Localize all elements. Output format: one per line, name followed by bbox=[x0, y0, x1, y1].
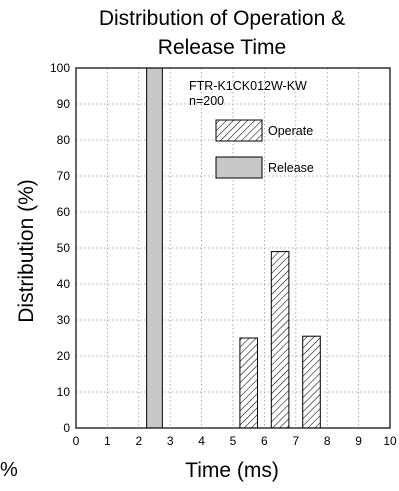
y-tick-labels: 0 10 20 30 40 50 60 70 80 90 100 bbox=[50, 61, 70, 435]
annotation-sample-size: n=200 bbox=[189, 94, 224, 108]
legend-label-release: Release bbox=[268, 161, 314, 175]
y-tick-label: 80 bbox=[57, 133, 71, 147]
chart-title-line-2: Release Time bbox=[158, 36, 286, 59]
y-tick-label: 90 bbox=[57, 97, 71, 111]
x-tick-label: 6 bbox=[261, 434, 268, 448]
bar-operate bbox=[239, 337, 258, 429]
x-tick-labels: 0 1 2 3 4 5 6 7 8 9 10 bbox=[73, 434, 397, 448]
y-tick-label: 50 bbox=[57, 241, 71, 255]
y-tick-label: 20 bbox=[57, 349, 71, 363]
y-tick-label: 10 bbox=[57, 385, 71, 399]
y-tick-label: 100 bbox=[50, 61, 70, 75]
bar-release bbox=[146, 67, 163, 429]
x-tick-label: 5 bbox=[230, 434, 237, 448]
legend-swatch-release bbox=[215, 156, 263, 179]
x-tick-label: 2 bbox=[135, 434, 142, 448]
y-tick-label: 60 bbox=[57, 205, 71, 219]
stray-percent-text: % bbox=[0, 459, 18, 481]
x-tick-label: 0 bbox=[73, 434, 80, 448]
x-tick-label: 1 bbox=[104, 434, 111, 448]
y-tick-label: 30 bbox=[57, 313, 71, 327]
y-tick-label: 40 bbox=[57, 277, 71, 291]
bars-layer bbox=[146, 67, 321, 429]
x-tick-label: 4 bbox=[198, 434, 205, 448]
plot-frame bbox=[75, 67, 391, 429]
y-tick-label: 0 bbox=[63, 421, 70, 435]
y-tick-label: 70 bbox=[57, 169, 71, 183]
bar-operate bbox=[302, 335, 321, 429]
legend: Operate Release bbox=[215, 119, 314, 179]
bar-operate bbox=[270, 251, 290, 429]
x-tick-label: 8 bbox=[324, 434, 331, 448]
x-tick-label: 7 bbox=[292, 434, 299, 448]
y-axis-label: Distribution (%) bbox=[15, 179, 38, 323]
legend-label-operate: Operate bbox=[268, 124, 313, 138]
x-tick-label: 3 bbox=[167, 434, 174, 448]
chart-title-line-1: Distribution of Operation & bbox=[99, 7, 345, 30]
annotation-model: FTR-K1CK012W-KW bbox=[189, 79, 307, 93]
x-axis-label: Time (ms) bbox=[185, 459, 279, 482]
legend-swatch-operate bbox=[215, 119, 263, 142]
x-tick-label: 9 bbox=[355, 434, 362, 448]
x-tick-label: 10 bbox=[383, 434, 397, 448]
